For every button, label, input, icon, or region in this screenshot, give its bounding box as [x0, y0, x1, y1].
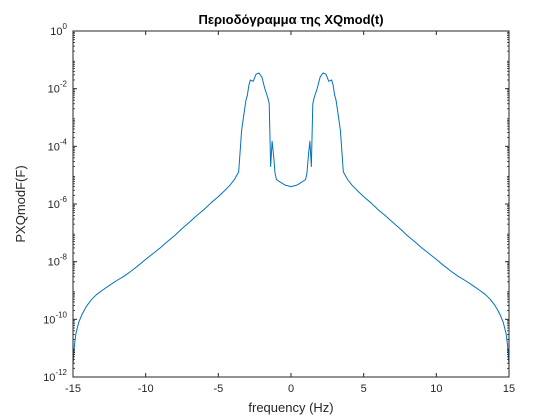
y-tick-base: 10 [48, 141, 60, 153]
x-tick-label: 5 [361, 383, 367, 395]
x-tick-label: 15 [503, 383, 515, 395]
y-tick-label: 10-12 [43, 368, 67, 384]
y-tick-base: 10 [50, 26, 62, 38]
y-tick-label: 10-2 [48, 80, 68, 96]
y-tick-base: 10 [43, 314, 55, 326]
y-tick-label: 10-10 [43, 310, 67, 326]
x-tick-label: -10 [138, 383, 154, 395]
y-tick-exponent: -8 [60, 253, 68, 262]
y-tick-exponent: -10 [55, 310, 67, 319]
y-tick-exponent: -2 [60, 80, 68, 89]
y-tick-base: 10 [48, 84, 60, 96]
y-tick-label: 10-8 [48, 253, 68, 269]
x-tick-label: -5 [213, 383, 223, 395]
y-tick-base: 10 [43, 372, 55, 384]
y-tick-label: 100 [50, 22, 67, 38]
plot-area-background [73, 31, 509, 377]
y-tick-exponent: -6 [60, 195, 68, 204]
y-tick-label: 10-4 [48, 137, 68, 153]
y-tick-base: 10 [48, 199, 60, 211]
x-tick-label: 10 [430, 383, 442, 395]
series-line-0 [72, 72, 510, 366]
x-tick-label: -15 [65, 383, 81, 395]
y-tick-exponent: 0 [63, 22, 68, 31]
y-tick-label: 10-6 [48, 195, 68, 211]
x-tick-label: 0 [288, 383, 294, 395]
series-layer [72, 72, 510, 366]
x-axis-label: frequency (Hz) [248, 400, 333, 415]
chart-title: Περιοδόγραμμα της XQmod(t) [198, 12, 383, 27]
x-axis-ticks: -15 -10 -5 0 5 10 15 [65, 31, 515, 395]
y-tick-exponent: -12 [55, 368, 67, 377]
y-tick-base: 10 [48, 257, 60, 269]
y-tick-exponent: -4 [60, 137, 68, 146]
y-axis-label: PXQmodF(F) [13, 165, 28, 242]
